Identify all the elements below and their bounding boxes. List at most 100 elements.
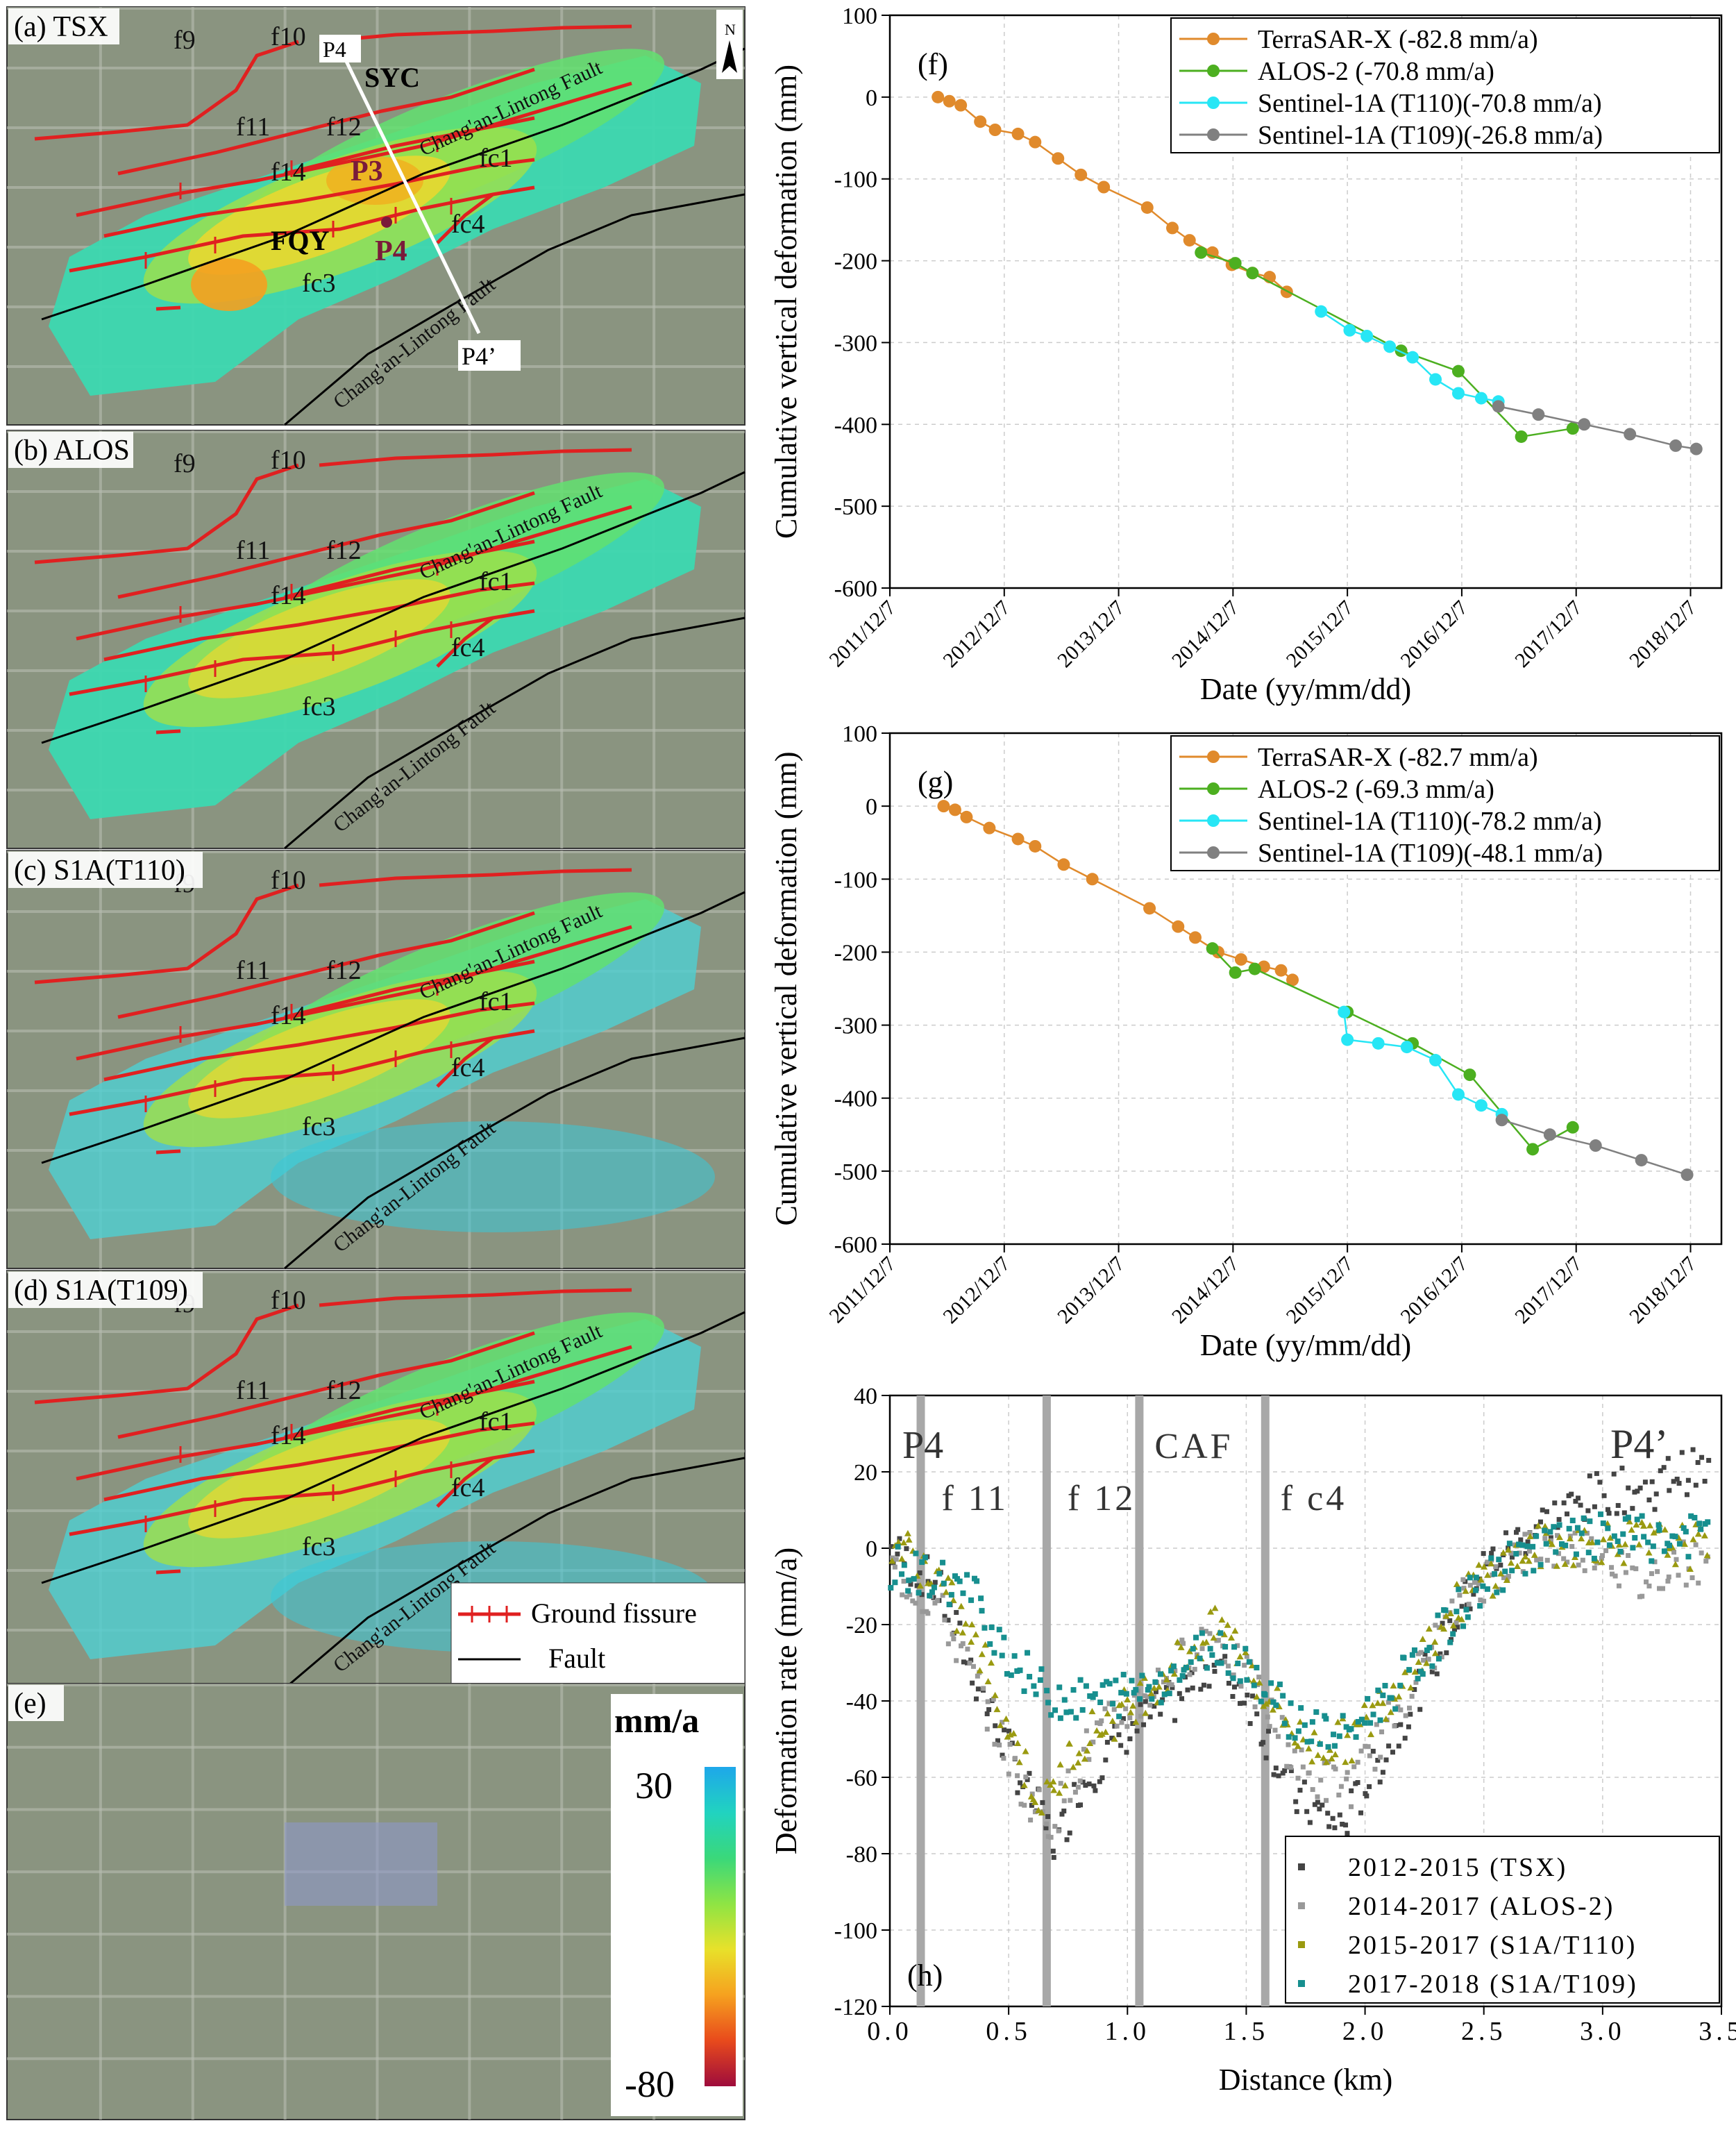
data-point (1057, 858, 1070, 871)
data-point (1136, 1679, 1144, 1686)
data-point (1460, 1577, 1466, 1582)
data-point (888, 1544, 894, 1550)
data-point (1597, 1479, 1603, 1485)
data-point (1254, 1664, 1260, 1670)
data-point (1304, 1738, 1311, 1745)
data-point (1230, 1675, 1236, 1682)
data-point (1137, 1696, 1143, 1702)
data-point (1179, 1672, 1186, 1679)
fissure-label-f10: f10 (271, 1286, 306, 1315)
data-point (1343, 324, 1356, 337)
data-point (1120, 1672, 1127, 1678)
data-point (1385, 1700, 1391, 1705)
data-point (1203, 1638, 1211, 1645)
data-point (1501, 1575, 1506, 1580)
data-point (973, 1696, 979, 1702)
ground-fissure-line (155, 305, 181, 311)
data-point (1605, 1507, 1610, 1512)
data-point (1118, 1700, 1126, 1707)
data-point (1492, 1571, 1498, 1577)
road-vertical (560, 430, 564, 848)
ground-fissure-line (284, 959, 535, 1019)
data-point (1360, 1702, 1368, 1709)
data-point (991, 1650, 997, 1656)
data-point (1612, 1573, 1618, 1579)
data-point (1695, 1460, 1701, 1466)
data-point (888, 1557, 896, 1564)
data-point (985, 1699, 991, 1704)
panel-label: (h) (907, 1959, 943, 1993)
data-point (1190, 1645, 1196, 1652)
panel-label-background (8, 1685, 64, 1721)
data-point (1488, 1555, 1494, 1561)
data-point (1664, 1551, 1671, 1558)
road-vertical (99, 430, 102, 848)
data-point (1004, 1670, 1010, 1677)
data-point (1147, 1702, 1153, 1708)
data-point (1494, 1589, 1500, 1595)
data-point (1372, 1037, 1385, 1050)
data-point (1566, 1535, 1574, 1542)
data-point (1109, 1717, 1116, 1724)
data-point (1235, 1643, 1240, 1648)
fault-line (41, 47, 745, 321)
data-point (1002, 1715, 1010, 1722)
x-tick-label: 2016/12/7 (1397, 1252, 1472, 1328)
data-point (1611, 1533, 1617, 1539)
legend-label: ALOS-2 (-69.3 mm/a) (1258, 775, 1494, 804)
data-point (1098, 1730, 1106, 1737)
data-point (1580, 1557, 1585, 1563)
deformation-zone-fqy (191, 258, 267, 311)
data-point (1230, 1694, 1236, 1700)
data-point (1313, 1709, 1320, 1715)
data-point (1158, 1700, 1164, 1706)
data-point (1253, 1693, 1261, 1700)
ground-fissure-line (103, 1001, 535, 1082)
fissure-label-f9: f9 (174, 449, 196, 478)
fissure-label-f11: f11 (236, 536, 270, 565)
data-point (1561, 1556, 1567, 1561)
data-point (901, 1579, 907, 1584)
data-point (1585, 1550, 1592, 1556)
data-point (1481, 1551, 1486, 1557)
data-point (1530, 1543, 1536, 1550)
data-point (1146, 1684, 1152, 1690)
ground-fissure-line (34, 463, 299, 564)
data-point (1615, 1502, 1621, 1508)
data-point (1204, 1665, 1210, 1671)
fissure-label-f12: f12 (326, 112, 362, 142)
data-point (1051, 1854, 1056, 1860)
panel-label-background (8, 1272, 203, 1308)
data-point (913, 1550, 919, 1557)
data-point (1426, 1657, 1431, 1662)
data-point (1561, 1500, 1567, 1506)
data-point (1170, 1685, 1175, 1691)
data-point (1299, 1747, 1304, 1753)
data-point (1353, 1734, 1359, 1740)
data-point (1275, 1734, 1281, 1739)
data-point (991, 1696, 996, 1702)
legend-swatch-marker (1207, 33, 1220, 45)
data-point (1422, 1652, 1428, 1657)
data-point (945, 1618, 951, 1623)
data-point (1332, 1825, 1338, 1831)
data-point (908, 1582, 913, 1587)
data-point (1400, 1041, 1413, 1054)
data-point (929, 1589, 935, 1595)
legend-swatch-marker (1207, 750, 1220, 763)
x-tick-label: 3.5 (1699, 2017, 1736, 2046)
data-point (1027, 1770, 1032, 1776)
data-point (1067, 1830, 1072, 1836)
vline-label: f 11 (941, 1479, 1008, 1518)
data-point (1048, 1712, 1054, 1718)
data-point (996, 1627, 1002, 1633)
data-point (1355, 1759, 1360, 1765)
x-tick-label: 2014/12/7 (1168, 1252, 1243, 1328)
data-point (981, 1641, 989, 1648)
x-tick-label: 2017/12/7 (1510, 1252, 1586, 1328)
data-point (1587, 1518, 1593, 1525)
data-point (1496, 1557, 1502, 1563)
data-point (1279, 1715, 1285, 1720)
data-point (1459, 1604, 1465, 1609)
